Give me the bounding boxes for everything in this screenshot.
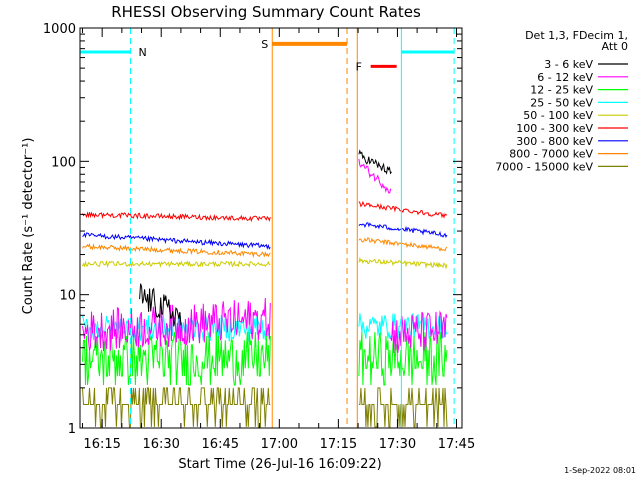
series-line-300-800-kev-seg-1	[358, 222, 448, 238]
flare-flag-label: F	[356, 60, 362, 73]
x-tick-label: 16:15	[83, 437, 120, 452]
y-tick-label: 1	[68, 422, 76, 437]
legend-header-line-2: Att 0	[602, 40, 628, 53]
series-line-6-12-kev-seg-0	[82, 297, 271, 352]
series-line-7000-15000-kev-seg-0	[82, 387, 271, 428]
x-axis-label: Start Time (26-Jul-16 16:09:22)	[178, 457, 381, 472]
series-line-6-12-kev-seg-2	[390, 310, 448, 354]
x-tick-label: 16:30	[142, 437, 179, 452]
chart-title: RHESSI Observing Summary Count Rates	[111, 3, 421, 21]
series-line-800-7000-kev-seg-0	[82, 242, 271, 259]
plot-frame	[79, 27, 463, 429]
legend-label-300-800-kev: 300 - 800 keV	[516, 135, 593, 148]
series-line-12-25-kev-seg-0	[82, 331, 271, 386]
y-tick-label: 10	[59, 289, 76, 304]
legend-label-25-50-kev: 25 - 50 keV	[530, 96, 593, 109]
legend-label-7000-15000-kev: 7000 - 15000 keV	[495, 160, 593, 173]
series-line-50-100-kev-seg-1	[358, 256, 448, 270]
series-line-50-100-kev-seg-0	[82, 259, 271, 269]
series-line-12-25-kev-seg-1	[358, 331, 448, 386]
series-line-100-300-kev-seg-1	[358, 200, 448, 219]
legend-label-50-100-kev: 50 - 100 keV	[523, 109, 593, 122]
legend-label-800-7000-kev: 800 - 7000 keV	[509, 148, 593, 161]
y-axis-label: Count Rate (s⁻¹ detector⁻¹)	[21, 138, 36, 315]
x-tick-label: 17:00	[261, 437, 298, 452]
legend-label-6-12-kev: 6 - 12 keV	[537, 71, 593, 84]
y-tick-label: 100	[51, 155, 76, 170]
series-line-6-12-kev-seg-1	[358, 158, 392, 194]
x-tick-label: 16:45	[202, 437, 239, 452]
series-line-100-300-kev-seg-0	[82, 211, 271, 223]
legend-label-12-25-kev: 12 - 25 keV	[530, 84, 593, 97]
saa-flag-label: S	[261, 38, 268, 51]
attenuator-flag-0-label: N	[139, 46, 147, 59]
x-tick-label: 17:15	[320, 437, 357, 452]
x-tick-label: 17:30	[379, 437, 416, 452]
legend-label-3-6-kev: 3 - 6 keV	[544, 58, 593, 71]
series-line-7000-15000-kev-seg-1	[358, 387, 448, 428]
x-tick-label: 17:45	[438, 437, 475, 452]
series-line-300-800-kev-seg-0	[82, 232, 271, 250]
y-tick-label: 1000	[43, 22, 76, 37]
series-line-3-6-kev-seg-1	[358, 149, 392, 175]
plot-area: N S F 1 10 100 1000 16:15 16:30 16:45 17:00 17:15 17…	[43, 22, 475, 452]
legend-label-100-300-kev: 100 - 300 keV	[516, 122, 593, 135]
series-line-800-7000-kev-seg-1	[358, 237, 448, 252]
legend-header-line-1: Det 1,3, FDecim 1,	[525, 29, 628, 42]
series-line-3-6-kev-seg-0	[139, 283, 182, 327]
footer-date: 1-Sep-2022 08:01	[564, 466, 636, 475]
